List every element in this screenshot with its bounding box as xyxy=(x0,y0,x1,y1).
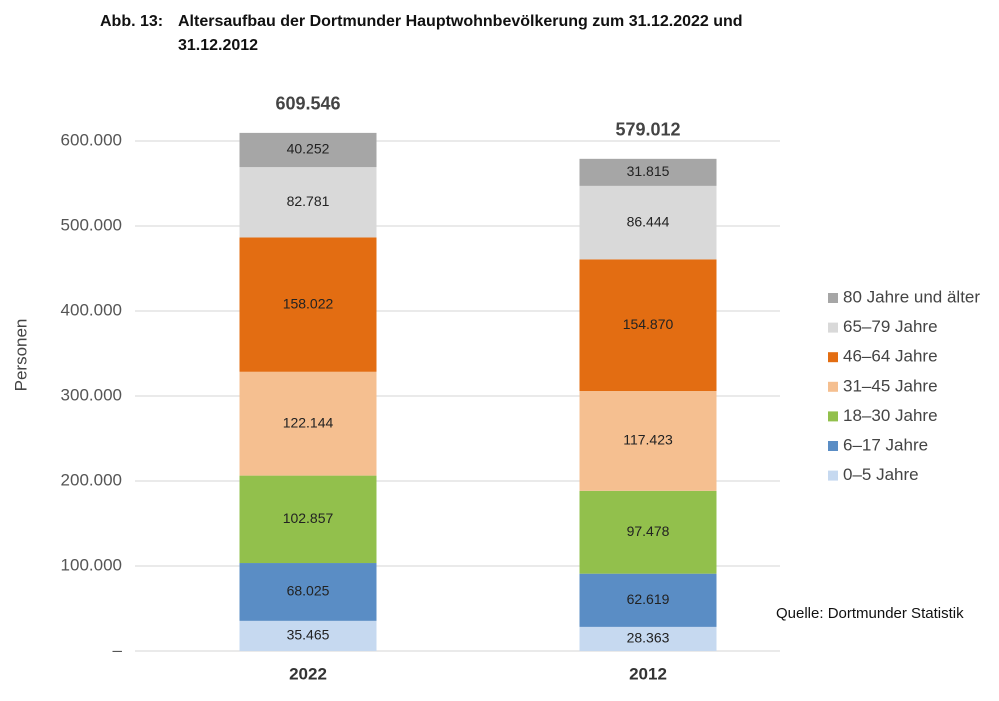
data-label: 82.781 xyxy=(287,193,330,209)
bar-segment xyxy=(239,167,377,238)
bar-segment xyxy=(579,259,717,391)
bar-segment xyxy=(579,158,717,186)
bar-segment xyxy=(579,573,717,627)
y-tick-label: 600.000 xyxy=(61,130,122,149)
x-tick-label: 2012 xyxy=(629,664,667,683)
bar-segment xyxy=(239,132,377,168)
data-label: 86.444 xyxy=(627,213,670,229)
data-label: 102.857 xyxy=(283,510,334,526)
legend-swatch xyxy=(828,352,838,363)
chart-title: Altersaufbau der Dortmunder Hauptwohnbev… xyxy=(178,13,743,54)
legend-label: 0–5 Jahre xyxy=(843,465,919,484)
figure-label: Abb. 13: xyxy=(100,13,164,30)
bar-segment xyxy=(579,490,717,574)
total-label: 609.546 xyxy=(275,94,340,114)
y-tick-label: 100.000 xyxy=(61,555,122,574)
data-label: 117.423 xyxy=(623,432,673,448)
legend-label: 46–64 Jahre xyxy=(843,347,938,366)
legend-label: 31–45 Jahre xyxy=(843,376,938,395)
bar-segment xyxy=(579,390,717,491)
legend-label: 6–17 Jahre xyxy=(843,435,928,454)
bar-segment xyxy=(239,237,377,372)
bar-segment xyxy=(239,563,377,621)
data-label: 68.025 xyxy=(287,583,330,599)
legend-swatch xyxy=(828,293,838,303)
data-label: 154.870 xyxy=(623,316,674,332)
y-axis-label: Personen xyxy=(11,319,30,392)
data-label: 35.465 xyxy=(287,627,330,643)
bar-segment xyxy=(239,371,377,476)
data-label: 28.363 xyxy=(627,630,670,646)
data-label: 62.619 xyxy=(627,591,670,607)
legend-swatch xyxy=(828,411,838,422)
legend-label: 80 Jahre und älter xyxy=(843,287,980,306)
data-label: 122.144 xyxy=(283,414,334,430)
y-tick-label: 500.000 xyxy=(61,215,122,234)
legend-swatch xyxy=(828,441,838,451)
source: Quelle: Dortmunder Statistik xyxy=(776,605,964,622)
y-tick-label: 400.000 xyxy=(61,300,122,319)
data-label: 31.815 xyxy=(627,163,670,179)
bar-segment xyxy=(579,185,717,260)
bar-segment xyxy=(239,620,377,651)
legend-label: 18–30 Jahre xyxy=(843,406,938,425)
total-label: 579.012 xyxy=(615,120,680,140)
legend-label: 65–79 Jahre xyxy=(843,317,938,336)
x-tick-label: 2022 xyxy=(289,664,327,683)
data-label: 40.252 xyxy=(287,141,330,157)
legend-swatch xyxy=(828,470,838,481)
bar-segment xyxy=(579,626,717,651)
y-tick-label: 200.000 xyxy=(61,470,122,489)
legend-swatch xyxy=(828,322,838,333)
legend-swatch xyxy=(828,381,838,392)
data-label: 97.478 xyxy=(627,523,670,539)
bar-segment xyxy=(239,475,377,564)
y-tick-label: 300.000 xyxy=(61,385,122,404)
y-tick-label: – xyxy=(113,640,123,659)
data-label: 158.022 xyxy=(283,295,334,311)
